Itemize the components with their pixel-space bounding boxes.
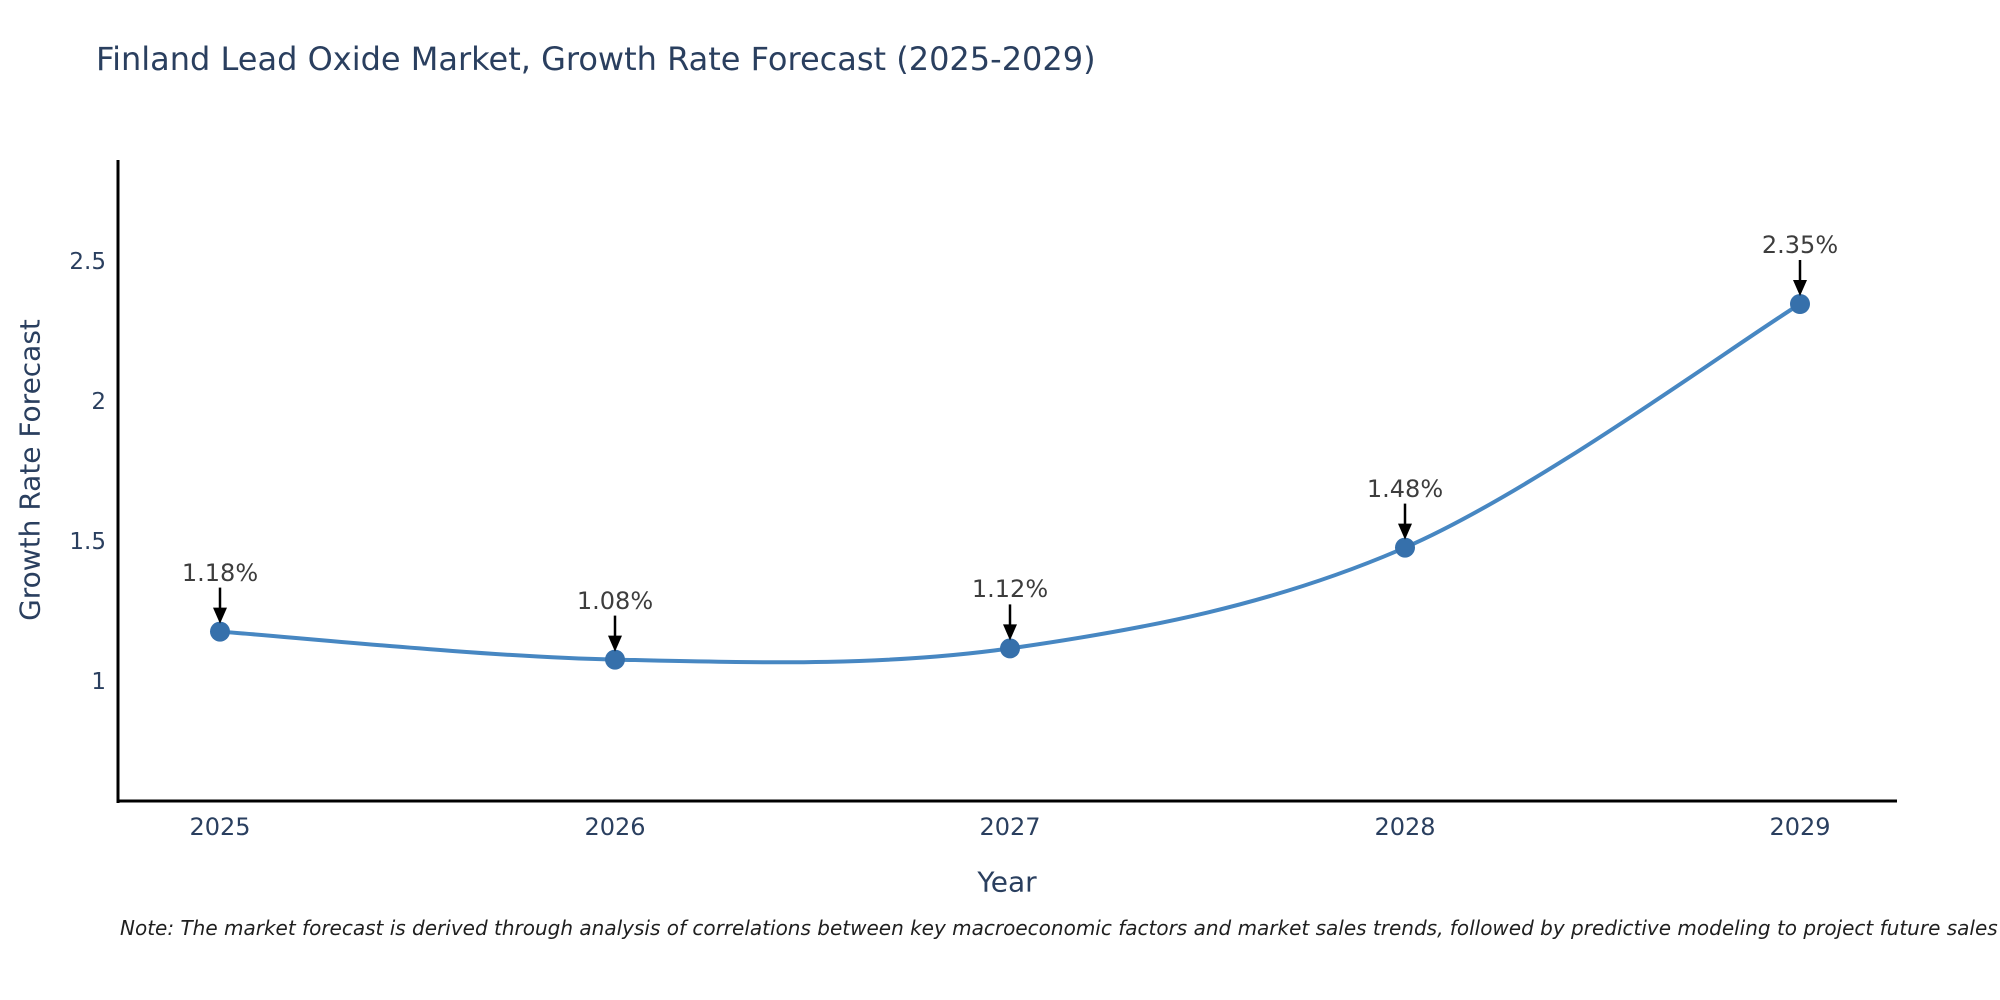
point-label-2029: 2.35%: [1761, 231, 1839, 259]
annotation-arrowhead-2026: [608, 635, 622, 652]
y-tick-label-1.5: 1.5: [69, 529, 106, 555]
data-point-marker-2027[interactable]: [1000, 638, 1020, 659]
data-point-marker-2029[interactable]: [1790, 294, 1810, 314]
y-tick-label-2: 2: [91, 389, 106, 415]
y-tick-label-2.5: 2.5: [69, 249, 106, 275]
point-label-2025: 1.18%: [181, 558, 259, 587]
x-tick-label-2028: 2028: [1374, 813, 1436, 841]
annotation-arrowhead-2029: [1793, 280, 1807, 296]
data-point-marker-2025[interactable]: [210, 621, 230, 642]
point-label-2026: 1.08%: [576, 586, 654, 615]
footnote: Note: The market forecast is derived thr…: [120, 916, 1998, 940]
chart-title: Finland Lead Oxide Market, Growth Rate F…: [96, 40, 1096, 78]
data-point-marker-2026[interactable]: [605, 649, 625, 670]
x-tick-label-2026: 2026: [584, 813, 646, 841]
annotation-arrowhead-2027: [1003, 624, 1017, 641]
point-label-2028: 1.48%: [1366, 474, 1444, 503]
x-tick-label-2027: 2027: [979, 813, 1041, 841]
annotation-arrowhead-2025: [213, 607, 227, 624]
x-tick-label-2029: 2029: [1769, 813, 1831, 841]
annotation-arrowhead-2028: [1398, 523, 1412, 540]
data-point-marker-2028[interactable]: [1395, 537, 1415, 558]
y-tick-label-1: 1: [91, 669, 106, 695]
x-tick-label-2025: 2025: [189, 813, 251, 841]
point-label-2027: 1.12%: [971, 575, 1049, 604]
x-axis-title: Year: [977, 865, 1037, 899]
